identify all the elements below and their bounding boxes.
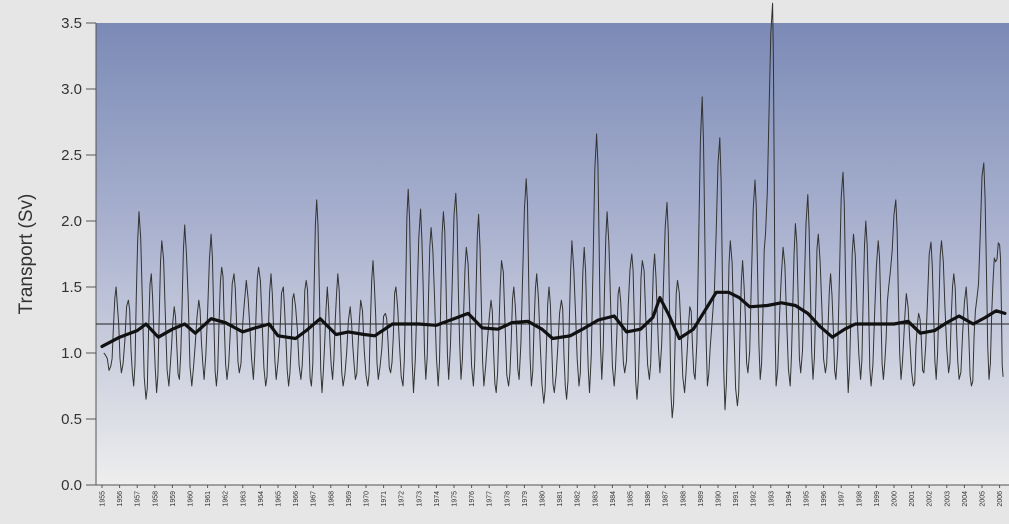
- x-tick-label: 1982: [575, 491, 582, 507]
- x-tick-label: 1989: [698, 491, 705, 507]
- y-axis: 0.0 0.5 1.0 1.5 2.0 2.5 3.0 3.5: [61, 15, 97, 494]
- x-tick-label: 2006: [997, 491, 1004, 507]
- x-tick-label: 1994: [786, 491, 793, 507]
- y-tick-label: 3.0: [61, 81, 82, 98]
- x-tick-label: 1996: [821, 491, 828, 507]
- x-tick-label: 2002: [927, 491, 934, 507]
- x-tick-label: 1960: [188, 491, 195, 507]
- x-tick-label: 1970: [364, 491, 371, 507]
- x-tick-label: 1976: [469, 491, 476, 507]
- x-tick-label: 1985: [628, 491, 635, 507]
- y-tick-label: 0.0: [61, 477, 82, 494]
- x-tick-label: 1991: [733, 491, 740, 507]
- x-tick-label: 1998: [856, 491, 863, 507]
- x-tick-label: 1986: [645, 491, 652, 507]
- x-tick-label: 1961: [205, 491, 212, 507]
- x-tick-label: 2001: [909, 491, 916, 507]
- x-tick-label: 1965: [276, 491, 283, 507]
- x-tick-label: 1972: [399, 491, 406, 507]
- x-tick-label: 1980: [540, 491, 547, 507]
- x-tick-label: 1974: [434, 491, 441, 507]
- x-tick-label: 1967: [311, 491, 318, 507]
- x-tick-label: 1977: [487, 491, 494, 507]
- x-tick-label: 1969: [346, 491, 353, 507]
- x-tick-label: 2003: [944, 491, 951, 507]
- x-tick-label: 1978: [504, 491, 511, 507]
- plot-background: [96, 23, 1009, 485]
- x-tick-label: 1999: [874, 491, 881, 507]
- x-tick-label: 1992: [751, 491, 758, 507]
- x-tick-label: 1990: [716, 491, 723, 507]
- x-axis: 1955 1956 1957 1958 1959 1960 1961 1962 1963 1964…: [96, 484, 1009, 507]
- y-tick-label: 0.5: [61, 411, 82, 428]
- y-tick-label: 1.5: [61, 279, 82, 296]
- x-tick-label: 1962: [223, 491, 230, 507]
- x-tick-label: 1966: [293, 491, 300, 507]
- x-tick-label: 2000: [892, 491, 899, 507]
- x-tick-label: 1964: [258, 491, 265, 507]
- x-tick-label: 1968: [328, 491, 335, 507]
- x-tick-label: 1963: [240, 491, 247, 507]
- x-tick-label: 1958: [152, 491, 159, 507]
- x-tick-label: 1959: [170, 491, 177, 507]
- x-tick-label: 1973: [416, 491, 423, 507]
- y-tick-label: 1.0: [61, 345, 82, 362]
- x-tick-label: 1983: [592, 491, 599, 507]
- x-tick-label: 1979: [522, 491, 529, 507]
- y-tick-label: 2.0: [61, 213, 82, 230]
- series-layer: [96, 2, 1009, 419]
- x-tick-label: 1988: [680, 491, 687, 507]
- monthly-transport-line: [103, 2, 1004, 419]
- x-tick-label: 2004: [962, 491, 969, 507]
- x-tick-label: 1957: [135, 491, 142, 507]
- y-axis-label: Transport (Sv): [16, 194, 37, 315]
- x-tick-label: 1987: [663, 491, 670, 507]
- x-tick-label: 1984: [610, 491, 617, 507]
- x-tick-label: 1981: [557, 491, 564, 507]
- y-tick-label: 3.5: [61, 15, 82, 32]
- x-tick-label: 1956: [117, 491, 124, 507]
- x-tick-label: 1971: [381, 491, 388, 507]
- x-tick-label: 2005: [980, 491, 987, 507]
- x-tick-label: 1975: [452, 491, 459, 507]
- x-tick-label: 1955: [100, 491, 107, 507]
- x-tick-label: 1997: [839, 491, 846, 507]
- x-tick-label: 1993: [768, 491, 775, 507]
- x-tick-label: 1995: [804, 491, 811, 507]
- smoothed-transport-line: [100, 290, 1007, 348]
- y-tick-label: 2.5: [61, 147, 82, 164]
